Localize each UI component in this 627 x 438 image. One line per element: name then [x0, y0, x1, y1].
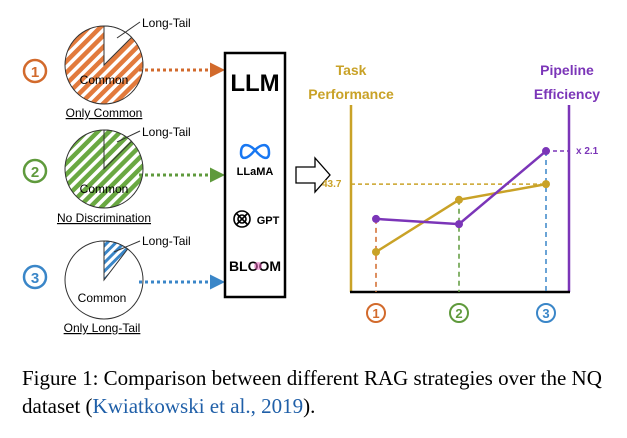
strategy-1-number: 1: [31, 64, 39, 81]
strategy-1: 1 Long-Tail Common Only Common: [22, 16, 225, 120]
figure-caption: Figure 1: Comparison between different R…: [22, 364, 622, 420]
strategy-1-caption: Only Common: [66, 106, 143, 120]
efficiency-annotation: x 2.1: [576, 146, 599, 157]
strategy-1-pie: [64, 25, 144, 105]
strategy-2-longtail-slice: [103, 129, 133, 171]
strategy-3-longtail-label: Long-Tail: [142, 234, 191, 248]
strategy-3-longtail-slice: [103, 240, 129, 282]
series-1-point-1: [372, 247, 380, 256]
series-2-point-1: [372, 214, 380, 223]
strategy-2: 2 Long-Tail Common No Discrimination: [22, 125, 225, 225]
series-2-point-2: [455, 220, 463, 229]
strategy-1-longtail-label: Long-Tail: [142, 16, 191, 30]
strategy-3-longtail-leader: [113, 240, 141, 253]
llm-box: LLM LLaMA GPT BLOOM: [223, 51, 287, 299]
strategy-3-badge: [22, 264, 48, 290]
strategy-1-longtail-slice: [103, 25, 133, 67]
strategy-3-caption: Only Long-Tail: [64, 321, 141, 335]
strategy-2-caption: No Discrimination: [57, 211, 151, 225]
llama-label: LLaMA: [237, 166, 274, 178]
strategy-2-number: 2: [31, 164, 39, 181]
strategy-1-common-label: Common: [80, 73, 129, 87]
strategy-2-common-label: Common: [80, 182, 129, 196]
strategy-2-longtail-label: Long-Tail: [142, 125, 191, 139]
strategy-2-pie: [64, 129, 144, 209]
left-axis-label-line1: Task: [336, 62, 367, 78]
bloom-flower-icon: [254, 262, 262, 270]
left-axis-label-line2: Performance: [308, 86, 394, 102]
strategy-2-badge: [22, 158, 48, 184]
strategy-3-common-label: Common: [78, 291, 127, 305]
series-2-point-3: [542, 147, 550, 156]
caption-text: Figure 1: Comparison between different R…: [22, 366, 602, 418]
strategy-1-longtail-leader: [116, 21, 141, 39]
strategy-1-badge: [22, 58, 48, 84]
right-axis-label-line1: Pipeline: [540, 62, 594, 78]
strategy-3-number: 3: [31, 270, 39, 287]
x-tick-label-3: 3: [542, 306, 549, 321]
strategy-3: 3 Long-Tail Common Only Long-Tail: [22, 234, 225, 335]
caption-suffix: ).: [303, 394, 316, 418]
llm-title: LLM: [230, 70, 279, 97]
chart: Task Performance Pipeline Efficiency 1 2 3…: [308, 62, 600, 323]
x-tick-label-2: 2: [455, 306, 462, 321]
x-tick-label-1: 1: [372, 306, 379, 321]
x-tick-badge-3: [536, 303, 556, 323]
series-1-point-2: [455, 195, 463, 204]
flow-arrow-icon: [295, 156, 331, 194]
gpt-label: GPT: [257, 215, 280, 227]
performance-annotation: 43.7: [322, 179, 342, 190]
strategy-3-pie: [64, 240, 144, 320]
series-1-point-3: [542, 180, 550, 189]
meta-logo-icon: [239, 143, 271, 160]
caption-citation-link[interactable]: Kwiatkowski et al., 2019: [92, 394, 304, 418]
strategy-2-longtail-leader: [116, 130, 141, 143]
x-tick-badge-2: [449, 303, 469, 323]
openai-logo-icon: [233, 210, 251, 228]
series-line-1: [375, 182, 547, 254]
right-axis-label-line2: Efficiency: [534, 86, 600, 102]
x-tick-badge-1: [366, 303, 386, 323]
